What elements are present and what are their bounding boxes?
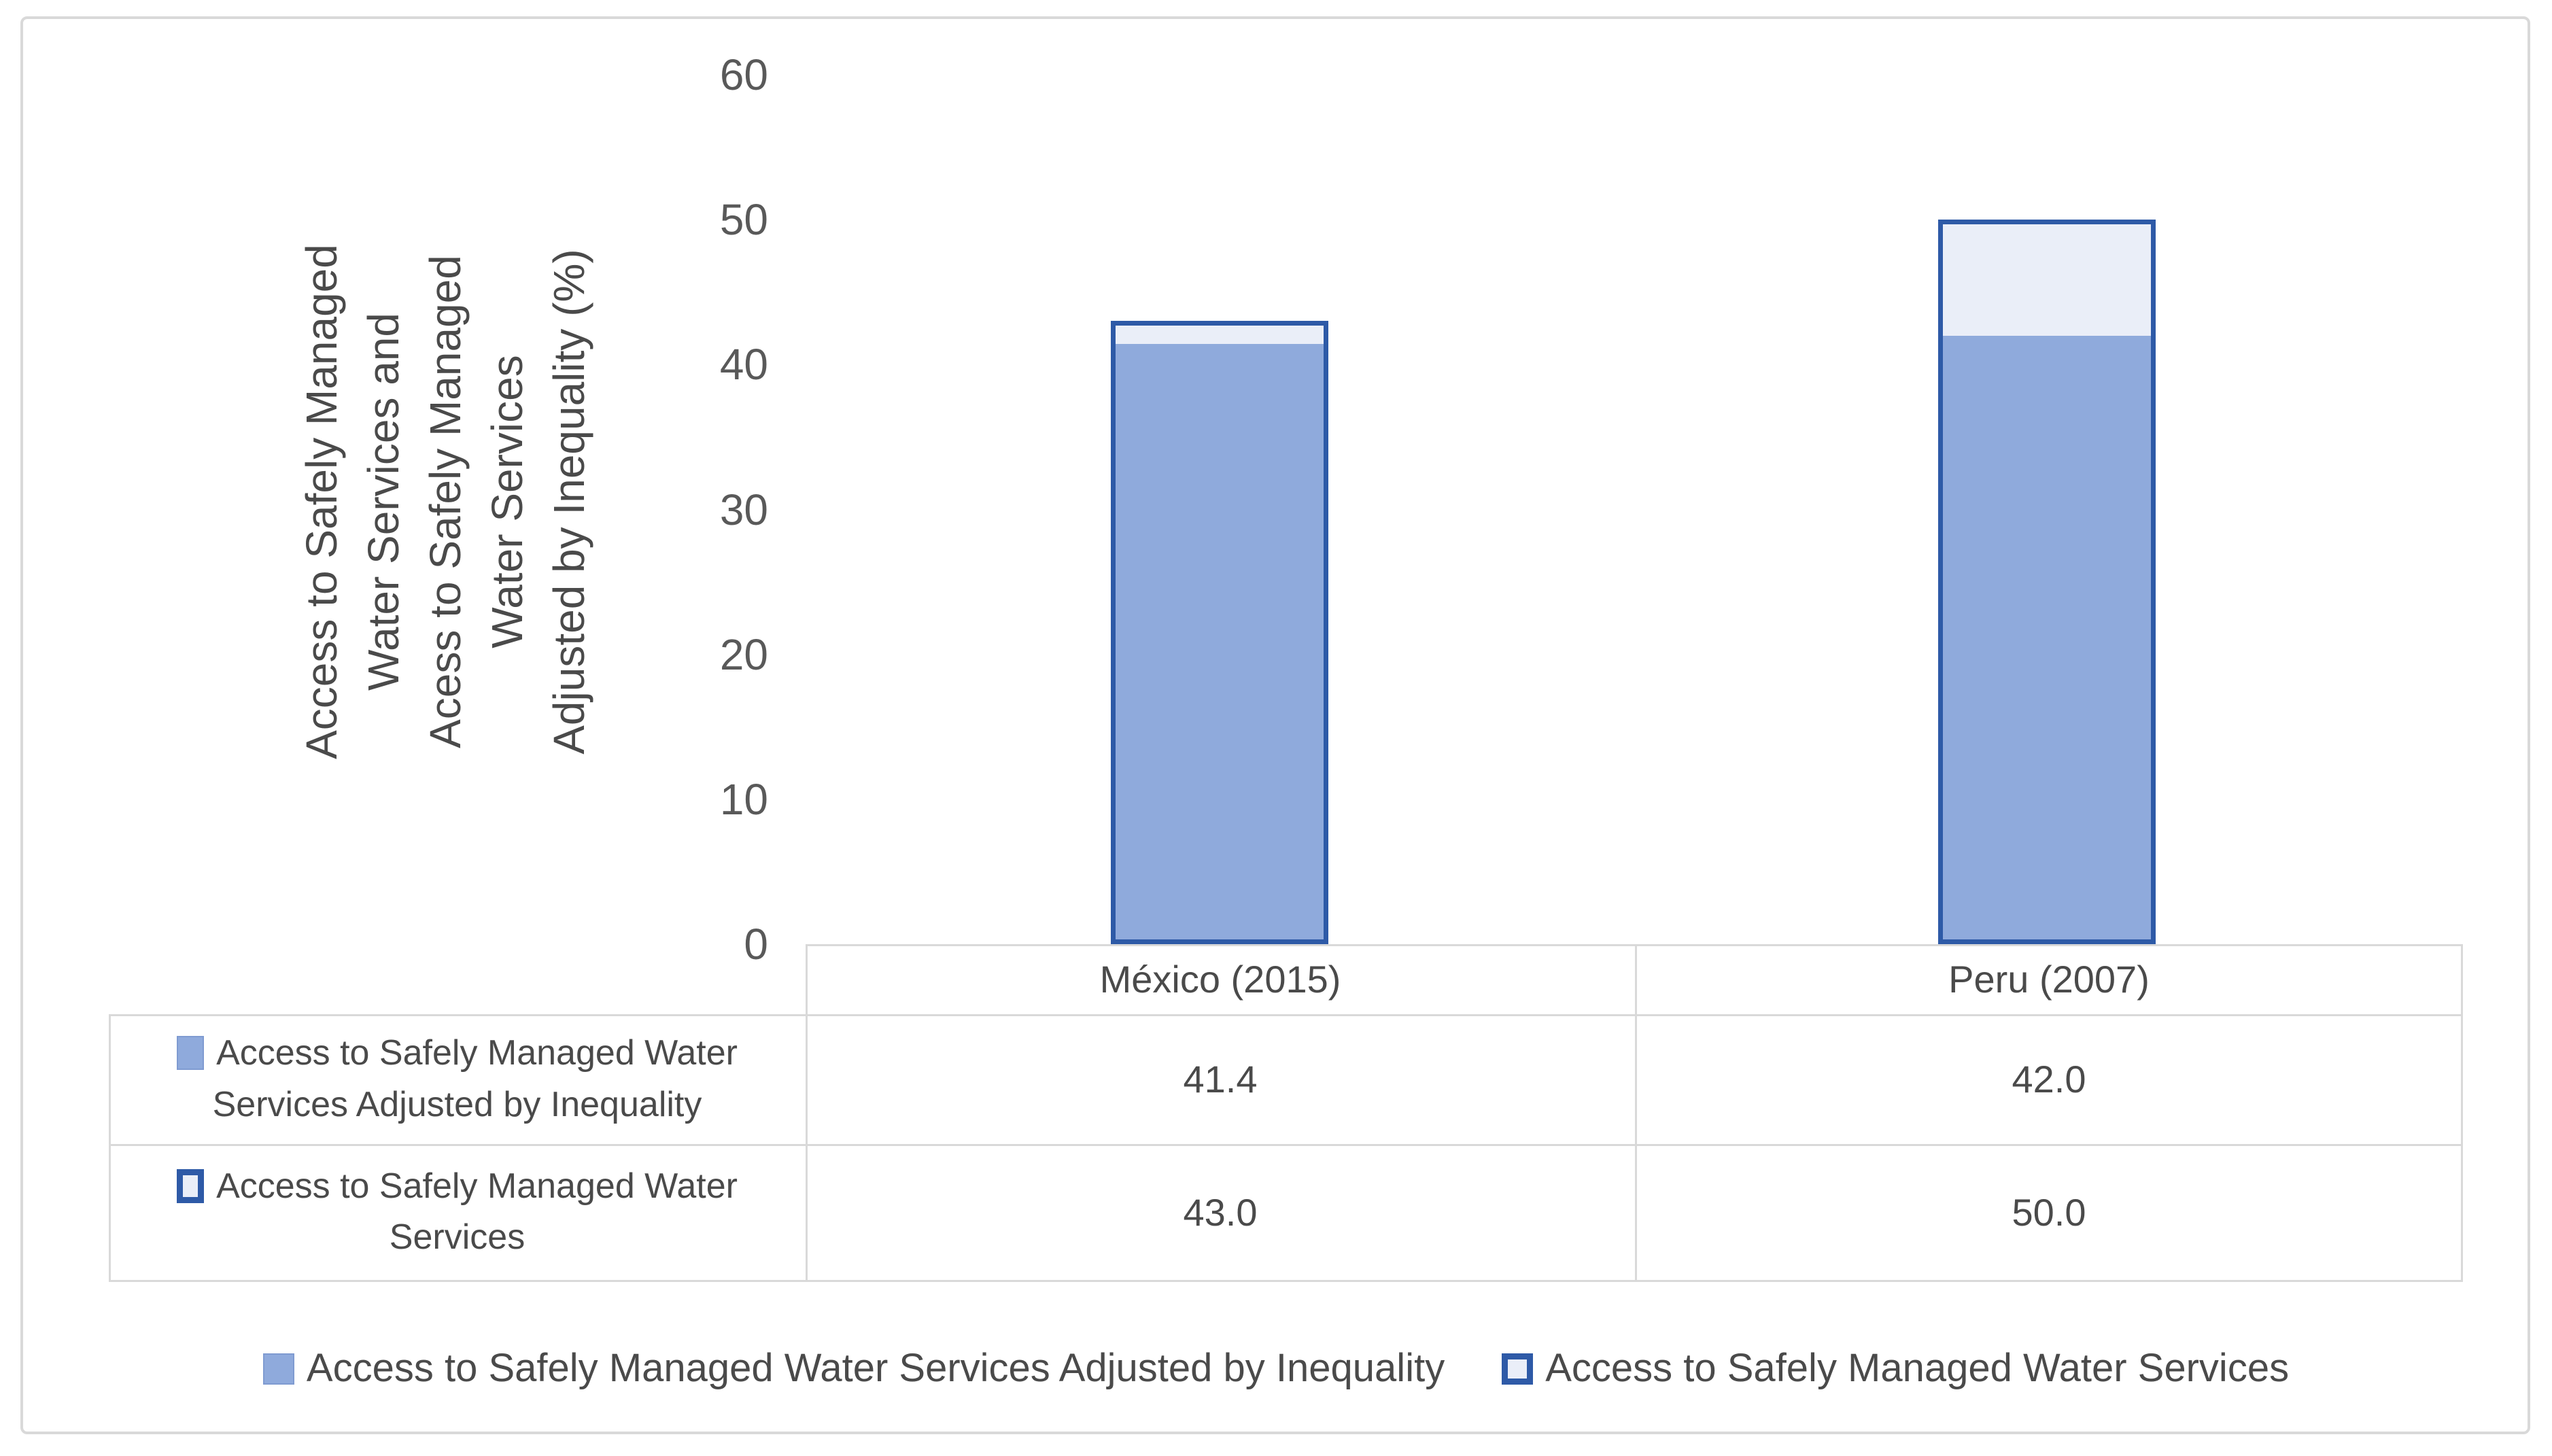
table-line-header-bottom xyxy=(109,1014,2463,1016)
table-row-label-adjusted: Access to Safely Managed Water Services … xyxy=(111,1016,804,1142)
y-axis-title-line: Water Services xyxy=(482,355,532,648)
bar-adjusted-0 xyxy=(1115,344,1324,939)
category-label: México (2015) xyxy=(1099,958,1341,1001)
table-line-label-right xyxy=(806,944,808,1282)
table-line-top xyxy=(806,944,2463,946)
cell-value: 41.4 xyxy=(1183,1058,1258,1100)
y-axis-title-line: Access to Safely Managed xyxy=(296,244,346,759)
cell-value: 42.0 xyxy=(2012,1058,2086,1100)
y-tick-label: 10 xyxy=(719,774,768,824)
y-tick-label: 40 xyxy=(719,340,768,389)
y-tick-label: 30 xyxy=(719,485,768,534)
legend-label: Access to Safely Managed Water Services xyxy=(1545,1345,2290,1390)
plot-area xyxy=(806,75,2461,944)
y-tick-label: 20 xyxy=(719,629,768,679)
bar-adjusted-1 xyxy=(1943,336,2152,939)
category-header-mexico: México (2015) xyxy=(808,946,1633,1012)
y-axis-title-line: Water Services and xyxy=(358,312,408,691)
legend-filled-square-icon xyxy=(262,1353,294,1385)
bar-total-1 xyxy=(1938,220,2156,944)
bar-total-0 xyxy=(1110,321,1328,944)
table-line-bottom xyxy=(109,1280,2463,1282)
table-cell-services-peru: 50.0 xyxy=(1637,1146,2461,1278)
table-line-right xyxy=(2461,944,2463,1282)
category-header-peru: Peru (2007) xyxy=(1637,946,2461,1012)
cell-value: 50.0 xyxy=(2012,1190,2086,1234)
chart-legend: Access to Safely Managed Water Services … xyxy=(27,1327,2525,1408)
category-label: Peru (2007) xyxy=(1948,958,2150,1001)
table-row-label-text: Access to Safely Managed Water Services … xyxy=(212,1033,738,1124)
y-tick-label: 0 xyxy=(744,920,768,969)
y-axis-title-line: Acess to Safely Managed xyxy=(420,255,470,748)
table-cell-adjusted-peru: 42.0 xyxy=(1637,1016,2461,1142)
table-row-label-content: Access to Safely Managed Water Services xyxy=(128,1161,786,1264)
table-cell-adjusted-mexico: 41.4 xyxy=(808,1016,1633,1142)
table-row-label-services: Access to Safely Managed Water Services xyxy=(111,1146,804,1278)
legend-item-services: Access to Safely Managed Water Services xyxy=(1502,1345,2289,1391)
y-tick-label: 60 xyxy=(719,50,768,99)
legend-outlined-square-icon xyxy=(1502,1353,1534,1385)
bar-slot xyxy=(1634,75,2462,944)
y-axis-title: Access to Safely Managed Water Services … xyxy=(291,94,600,909)
series-services-key-icon xyxy=(177,1168,205,1203)
y-tick-label: 50 xyxy=(719,195,768,245)
table-line-row-divider xyxy=(109,1144,2463,1146)
table-line-col-divider xyxy=(1635,944,1637,1282)
table-cell-services-mexico: 43.0 xyxy=(808,1146,1633,1278)
series-adjusted-key-icon xyxy=(177,1036,205,1071)
legend-item-adjusted: Access to Safely Managed Water Services … xyxy=(262,1345,1445,1391)
legend-label: Access to Safely Managed Water Services … xyxy=(306,1345,1445,1390)
y-axis-title-line: Adjusted by Inequality (%) xyxy=(544,249,593,755)
table-line-left xyxy=(109,1014,111,1282)
bar-slot xyxy=(806,75,1634,944)
cell-value: 43.0 xyxy=(1183,1190,1258,1234)
table-row-label-content: Access to Safely Managed Water Services … xyxy=(128,1028,786,1130)
table-row-label-text: Access to Safely Managed Water Services xyxy=(216,1166,738,1257)
